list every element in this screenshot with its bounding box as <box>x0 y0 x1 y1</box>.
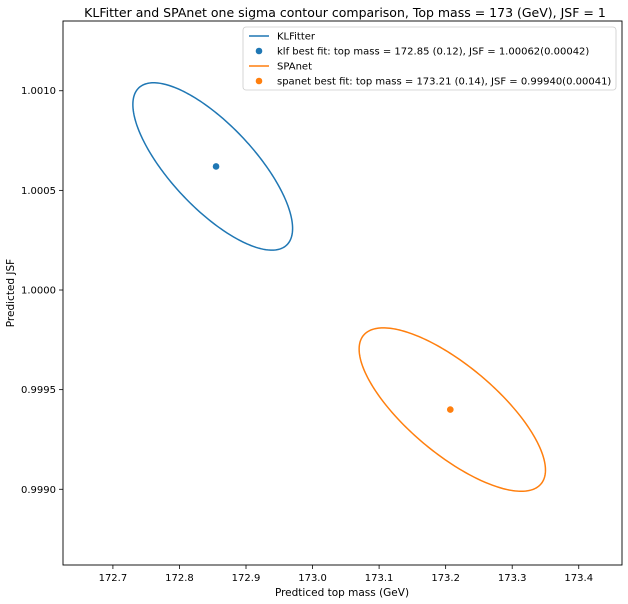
legend-point-marker <box>255 77 263 85</box>
legend-entry: klf best fit: top mass = 172.85 (0.12), … <box>277 47 589 58</box>
plot-area <box>62 20 623 566</box>
x-tick-label: 172.9 <box>232 573 261 584</box>
legend: KLFitter klf best fit: top mass = 172.85 … <box>242 26 617 91</box>
legend-box <box>242 26 617 91</box>
x-tick-label: 173.4 <box>564 573 593 584</box>
y-tick-label: 0.9990 <box>21 485 56 496</box>
x-axis-label: Predticed top mass (GeV) <box>275 587 409 599</box>
contour-klfitter <box>132 82 294 251</box>
legend-point-marker <box>255 47 263 55</box>
legend-entry: KLFitter <box>277 32 316 43</box>
y-tick-label: 1.0010 <box>21 86 56 97</box>
contour-spanet <box>358 327 547 493</box>
x-tick-label: 173.2 <box>431 573 460 584</box>
y-tick-label: 1.0000 <box>21 286 56 297</box>
plot-marks <box>132 82 547 493</box>
x-tick-label: 173.3 <box>498 573 527 584</box>
y-axis: 0.9990 0.9995 1.0000 1.0005 1.0010 <box>21 86 63 496</box>
chart-title: KLFitter and SPAnet one sigma contour co… <box>84 5 606 20</box>
best-fit-point <box>212 163 220 170</box>
legend-entry: SPAnet <box>277 62 312 73</box>
y-axis-label: Predicted JSF <box>5 259 17 327</box>
legend-entry: spanet best fit: top mass = 173.21 (0.14… <box>277 77 611 88</box>
y-tick-label: 1.0005 <box>21 186 56 197</box>
x-tick-label: 173.1 <box>365 573 394 584</box>
x-tick-label: 173.0 <box>298 573 327 584</box>
y-tick-label: 0.9995 <box>21 385 56 396</box>
x-axis: 172.7 172.8 172.9 173.0 173.1 173.2 173.3 173.4 <box>99 565 593 584</box>
x-tick-label: 172.8 <box>165 573 194 584</box>
best-fit-point <box>447 406 454 413</box>
x-tick-label: 172.7 <box>99 573 128 584</box>
